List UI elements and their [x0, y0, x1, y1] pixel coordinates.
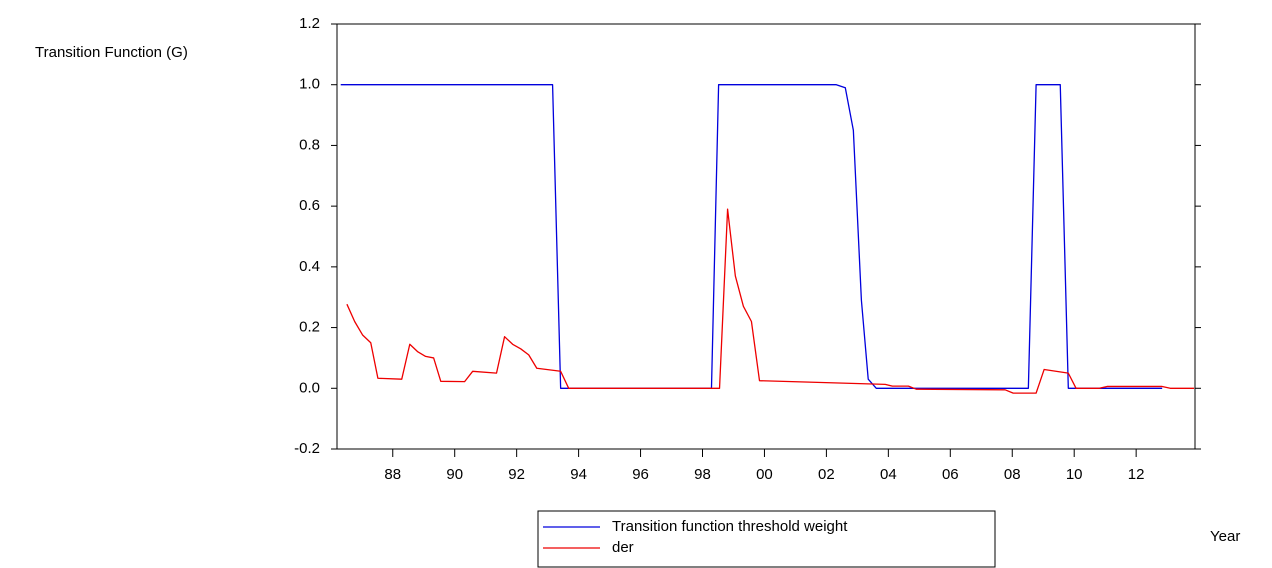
legend-label: der: [612, 539, 634, 556]
y-tick-label: 0.4: [299, 258, 320, 275]
x-tick-label: 90: [446, 466, 463, 483]
y-tick-label: 0.2: [299, 319, 320, 336]
plot-frame: [336, 23, 1196, 450]
x-tick-label: 04: [880, 466, 897, 483]
x-tick-label: 94: [570, 466, 587, 483]
x-tick-label: 02: [818, 466, 835, 483]
y-tick-label: 0.0: [299, 379, 320, 396]
series-line: [346, 208, 1195, 394]
y-tick-label: 1.0: [299, 76, 320, 93]
y-tick-label: 0.6: [299, 197, 320, 214]
x-tick-label: 88: [384, 466, 401, 483]
x-tick-label: 96: [632, 466, 649, 483]
x-tick-label: 06: [942, 466, 959, 483]
x-tick-label: 00: [756, 466, 773, 483]
y-tick-label: 1.2: [299, 15, 320, 32]
x-tick-label: 08: [1004, 466, 1021, 483]
x-tick-label: 12: [1128, 466, 1145, 483]
x-tick-label: 92: [508, 466, 525, 483]
y-tick-label: -0.2: [294, 440, 320, 457]
legend-label: Transition function threshold weight: [612, 518, 848, 535]
x-tick-label: 10: [1066, 466, 1083, 483]
series-line: [340, 84, 1163, 389]
y-tick-label: 0.8: [299, 136, 320, 153]
x-axis-label: Year: [1210, 528, 1240, 545]
y-axis-label: Transition Function (G): [35, 44, 188, 61]
legend-box: [537, 510, 996, 568]
x-tick-label: 98: [694, 466, 711, 483]
